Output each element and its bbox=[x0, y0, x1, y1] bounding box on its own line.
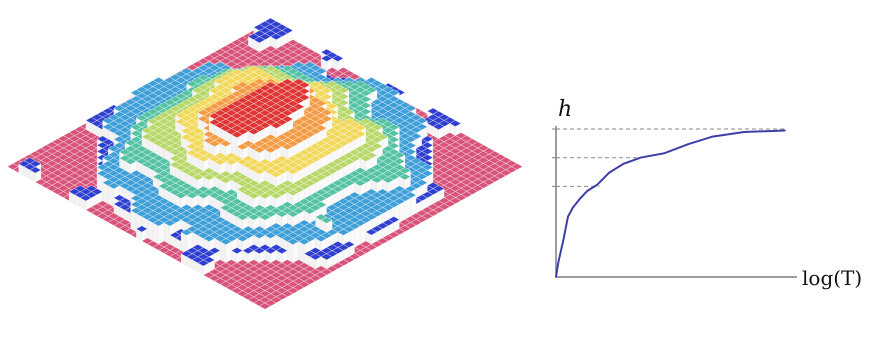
surface-cell bbox=[359, 155, 372, 162]
surface-cell bbox=[219, 140, 232, 147]
column-side-right bbox=[404, 198, 411, 220]
surface-cell bbox=[432, 123, 445, 130]
surface-cell bbox=[253, 36, 266, 44]
column-side-right bbox=[399, 201, 406, 223]
column-side-left bbox=[147, 219, 154, 242]
surface-cell bbox=[270, 121, 283, 129]
column-side-left bbox=[108, 185, 114, 208]
surface-cell bbox=[208, 140, 221, 147]
column-side-right bbox=[158, 222, 165, 245]
column-side-right bbox=[225, 241, 232, 263]
column-side-left bbox=[152, 222, 159, 245]
column-side-left bbox=[130, 210, 137, 232]
column-side-left bbox=[102, 182, 109, 204]
column-side-right bbox=[410, 194, 417, 217]
surface-cell bbox=[320, 55, 333, 62]
surface-cell bbox=[270, 33, 283, 41]
surface-cell bbox=[231, 131, 243, 138]
surface-cell bbox=[449, 120, 462, 127]
column-side-left bbox=[164, 222, 170, 245]
column-side-right bbox=[292, 241, 299, 263]
column-side-right bbox=[354, 225, 361, 248]
column-side-left bbox=[180, 232, 187, 254]
surface-cell bbox=[331, 55, 344, 62]
column-side-left bbox=[287, 241, 294, 263]
column-side-left bbox=[298, 241, 305, 263]
column-side-left bbox=[220, 241, 226, 263]
surface-cell bbox=[124, 157, 137, 165]
surface-cell bbox=[29, 166, 42, 174]
column-side-right bbox=[360, 222, 366, 245]
surface-panel bbox=[7, 17, 523, 310]
surface-cell bbox=[247, 128, 260, 135]
